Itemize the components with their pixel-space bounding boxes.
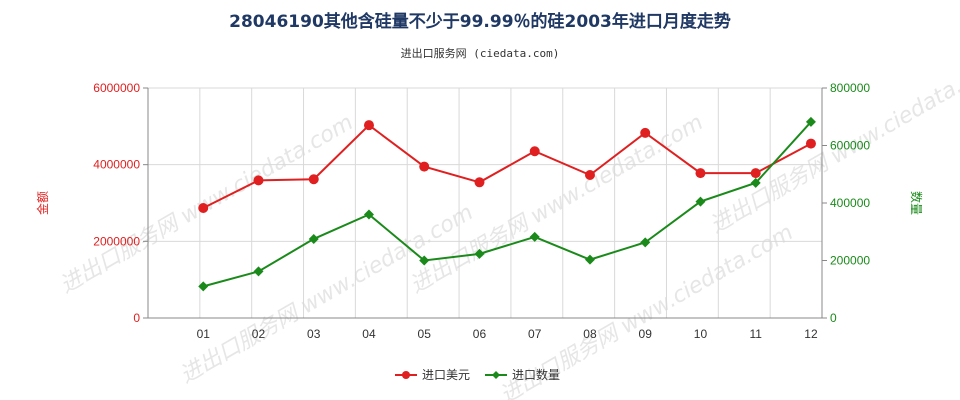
legend: 进口美元 进口数量 [395,367,560,382]
watermark-text: 进出口服务网 www.ciedata.com [56,110,358,299]
data-point-amount [198,202,209,213]
data-point-amount [584,170,595,181]
legend-label: 进口数量 [512,367,560,382]
x-tick-label: 08 [583,327,597,341]
x-tick-label: 12 [804,327,818,341]
x-axis-ticks: 01 02 03 04 05 06 07 08 09 10 11 12 [197,327,818,341]
grid [148,87,823,319]
data-point-quantity [363,209,374,220]
right-tick-label: 200000 [830,254,870,268]
left-tick-label: 2000000 [93,234,140,248]
legend-swatch-marker [492,371,500,379]
data-point-quantity [805,116,816,127]
right-axis-label: 数量 [909,191,924,215]
data-point-amount [474,177,485,188]
data-point-quantity [584,254,595,265]
left-tick-label: 4000000 [93,158,140,172]
data-point-amount [419,161,430,172]
data-point-quantity [308,233,319,244]
data-point-quantity [198,281,209,292]
x-tick-label: 11 [749,327,762,341]
right-tick-label: 400000 [830,196,870,210]
x-tick-label: 05 [418,327,432,341]
left-axis-ticks: 0 2000000 4000000 6000000 [93,81,148,325]
x-tick-label: 07 [528,327,542,341]
chart-title: 28046190其他含硅量不少于99.99％的硅2003年进口月度走势 [229,11,731,32]
data-point-amount [308,174,319,185]
left-tick-label: 0 [133,311,140,325]
x-tick-label: 01 [197,327,211,341]
right-tick-label: 800000 [830,81,870,95]
legend-label: 进口美元 [422,368,470,382]
data-point-amount [695,168,706,179]
x-tick-label: 03 [307,327,321,341]
x-tick-label: 06 [473,327,487,341]
data-point-quantity [695,196,706,207]
data-point-amount [363,120,374,131]
left-axis-label: 金额 [35,191,50,215]
right-tick-label: 600000 [830,139,870,153]
series-line-2 [202,121,812,288]
x-tick-label: 02 [252,327,266,341]
data-point-quantity [474,248,485,259]
left-tick-label: 6000000 [93,81,140,95]
data-point-amount [805,138,816,149]
chart-subtitle: 进出口服务网 (ciedata.com) [401,46,560,60]
data-point-quantity [750,177,761,188]
data-point-quantity [253,266,264,277]
watermark-text: 进出口服务网 www.ciedata.com [406,110,708,299]
legend-swatch-marker [402,371,410,379]
data-point-amount [640,127,651,138]
data-point-amount [529,146,540,157]
data-point-quantity [640,237,651,248]
series-layer [198,116,816,292]
right-axis-ticks: 0 200000 400000 600000 800000 [822,81,870,325]
x-tick-label: 09 [639,327,653,341]
data-point-quantity [529,231,540,242]
data-point-amount [253,175,264,186]
x-tick-label: 04 [362,327,376,341]
x-tick-label: 10 [694,327,708,341]
data-point-amount [750,168,761,179]
watermark-text: 进出口服务网 www.ciedata.com [176,200,478,389]
data-point-quantity [419,255,430,266]
watermark-layer: 进出口服务网 www.ciedata.com 进出口服务网 www.ciedata… [56,50,960,400]
series-line-1 [202,123,812,209]
right-tick-label: 0 [830,311,837,325]
